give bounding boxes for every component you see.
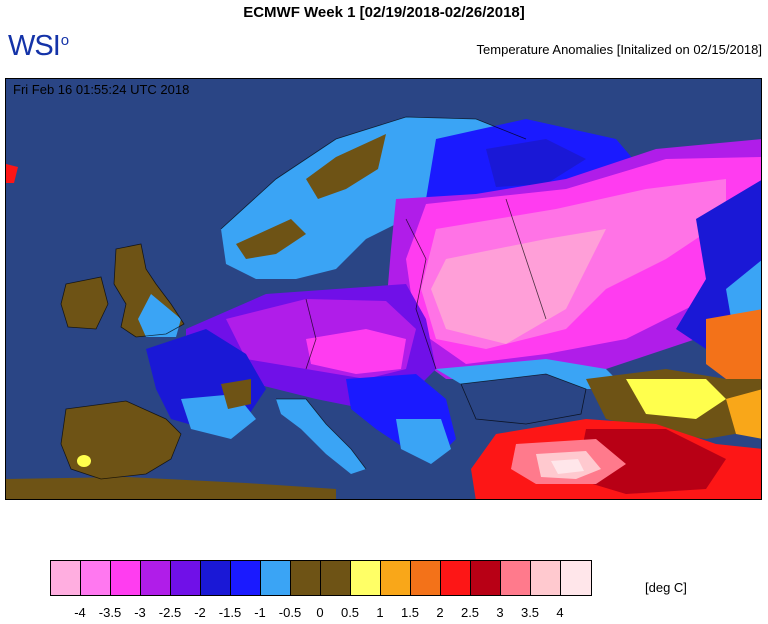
legend-swatch <box>501 561 531 595</box>
iberia-warm-spot <box>77 455 91 467</box>
italy <box>276 399 366 474</box>
turkey-dark-red <box>576 429 726 494</box>
legend-tick-label: 1.5 <box>400 605 420 620</box>
legend-swatch <box>261 561 291 595</box>
legend-tick-label: 2.5 <box>460 605 480 620</box>
legend-swatch <box>411 561 441 595</box>
legend-swatch <box>561 561 591 595</box>
timestamp-label: Fri Feb 16 01:55:24 UTC 2018 <box>13 82 190 97</box>
legend-swatch <box>321 561 351 595</box>
turkey-core <box>551 459 584 474</box>
legend-tick-label: 4 <box>556 605 564 620</box>
legend-tick-label: 1 <box>376 605 384 620</box>
russia-light-pink <box>431 229 606 344</box>
caucasus-yellow <box>626 379 726 419</box>
legend-swatch <box>201 561 231 595</box>
wsi-logo: WSIo <box>8 30 69 62</box>
legend-tick-label: -3 <box>134 605 146 620</box>
middle-east-orange <box>726 389 761 439</box>
france-brown <box>221 379 251 409</box>
legend-swatch <box>81 561 111 595</box>
legend-swatch <box>471 561 501 595</box>
legend-swatch <box>231 561 261 595</box>
legend-swatch <box>51 561 81 595</box>
legend-tick-label: -3.5 <box>98 605 122 620</box>
temperature-anomaly-map <box>5 78 762 500</box>
map-subtitle: Temperature Anomalies [Initalized on 02/… <box>476 42 762 57</box>
north-africa-region <box>6 477 336 499</box>
balkans-cool <box>396 419 451 464</box>
map-title: ECMWF Week 1 [02/19/2018-02/26/2018] <box>243 4 525 21</box>
britain-south-cool <box>138 294 181 337</box>
legend-tick-label: -4 <box>74 605 86 620</box>
legend-swatch <box>111 561 141 595</box>
norway-coast-brown <box>236 219 306 259</box>
finland-deep-blue <box>486 139 586 187</box>
legend-swatch <box>531 561 561 595</box>
legend-tick-label: -0.5 <box>278 605 302 620</box>
scandinavia-brown <box>306 134 386 199</box>
legend-tick-label: 3 <box>496 605 504 620</box>
east-warm <box>706 309 761 379</box>
legend-tick-label: 0 <box>316 605 324 620</box>
color-legend <box>50 560 592 596</box>
central-europe-magenta <box>306 329 406 374</box>
legend-tick-label: -1.5 <box>218 605 242 620</box>
legend-tick-label: 3.5 <box>520 605 540 620</box>
black-sea <box>461 374 586 424</box>
iceland-edge <box>6 164 18 183</box>
legend-tick-label: -2 <box>194 605 206 620</box>
legend-swatch <box>441 561 471 595</box>
ukraine-band <box>436 359 626 389</box>
legend-tick-label: -2.5 <box>158 605 182 620</box>
legend-tick-label: 0.5 <box>340 605 360 620</box>
legend-swatch <box>381 561 411 595</box>
iberia-region <box>61 401 181 479</box>
legend-swatch <box>351 561 381 595</box>
legend-swatch <box>291 561 321 595</box>
legend-tick-label: 2 <box>436 605 444 620</box>
ireland <box>61 277 108 329</box>
legend-tick-label: -1 <box>254 605 266 620</box>
legend-unit: [deg C] <box>645 580 687 595</box>
legend-swatch <box>171 561 201 595</box>
legend-swatch <box>141 561 171 595</box>
